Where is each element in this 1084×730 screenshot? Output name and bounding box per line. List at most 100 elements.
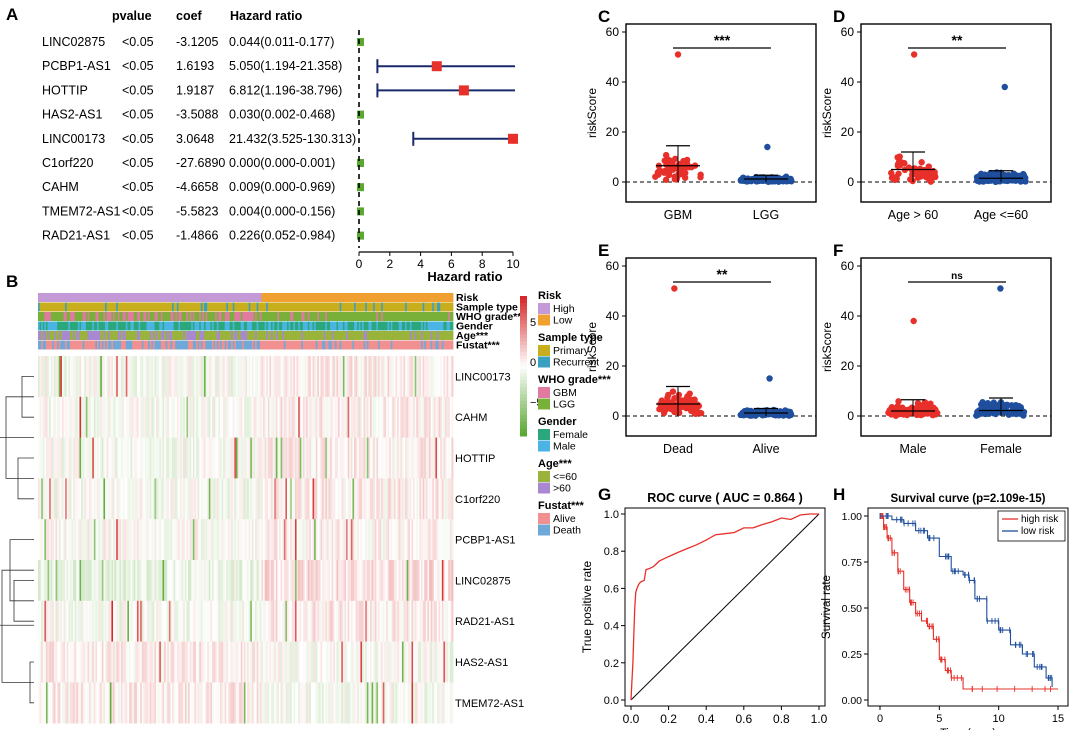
heatmap-cell	[81, 437, 84, 479]
annotation-cell	[389, 340, 392, 350]
heatmap-cell	[414, 437, 417, 479]
heatmap-cell	[117, 519, 120, 561]
scatter-point	[1001, 83, 1008, 91]
heatmap-cell	[400, 356, 403, 398]
heatmap-cell	[330, 560, 333, 602]
heatmap-cell	[334, 478, 337, 520]
heatmap-cell	[398, 396, 401, 438]
annotation-cell	[207, 321, 210, 331]
annotation-cell	[105, 331, 108, 340]
heatmap-cell	[395, 600, 398, 642]
heatmap-cell	[243, 356, 246, 398]
annotation-cell	[384, 321, 387, 331]
heatmap-cell	[379, 600, 382, 642]
annotation-cell	[357, 331, 360, 340]
heatmap-cell	[74, 560, 77, 602]
annotation-cell	[322, 302, 325, 312]
annotation-cell	[181, 340, 184, 350]
heatmap-cell	[173, 437, 176, 479]
annotation-cell	[90, 312, 93, 321]
annotation-cell	[331, 321, 334, 331]
heatmap-cell	[39, 396, 42, 438]
scatter-point	[697, 409, 705, 417]
heatmap-cell	[181, 356, 184, 398]
heatmap-cell	[266, 478, 269, 520]
annotation-cell	[152, 312, 155, 321]
annotation-cell	[320, 293, 323, 302]
heatmap-cell	[162, 682, 165, 724]
annotation-cell	[173, 312, 176, 321]
heatmap-cell	[350, 519, 353, 561]
heatmap-cell	[184, 396, 187, 438]
heatmap-cell	[256, 560, 259, 602]
heatmap-cell	[419, 600, 422, 642]
annotation-cell	[221, 293, 224, 302]
heatmap-cell	[352, 396, 355, 438]
heatmap-cell	[170, 437, 173, 479]
annotation-cell	[188, 302, 191, 312]
heatmap-cell	[57, 396, 60, 438]
heatmap-cell	[282, 641, 285, 683]
heatmap-cell	[409, 600, 412, 642]
heatmap-cell	[170, 560, 173, 602]
annotation-cell	[296, 321, 299, 331]
heatmap-cell	[302, 478, 305, 520]
annotation-cell	[430, 312, 433, 321]
heatmap-cell	[218, 478, 221, 520]
heatmap-cell	[202, 396, 205, 438]
annotation-cell	[140, 312, 143, 321]
annotation-cell	[79, 293, 82, 302]
heatmap-cell	[331, 641, 334, 683]
heatmap-cell	[306, 437, 309, 479]
heatmap-cell	[395, 682, 398, 724]
annotation-cell	[255, 302, 258, 312]
heatmap-cell	[191, 600, 194, 642]
heatmap-cell	[208, 356, 211, 398]
annotation-cell	[151, 340, 154, 350]
annotation-cell	[374, 293, 377, 302]
forest-gene-label: LINC00173	[42, 132, 105, 146]
annotation-cell	[259, 293, 262, 302]
heatmap-cell	[216, 519, 219, 561]
heatmap-cell	[103, 641, 106, 683]
heatmap-cell	[132, 437, 135, 479]
heatmap-cell	[406, 437, 409, 479]
heatmap-cell	[401, 560, 404, 602]
heatmap-cell	[192, 437, 195, 479]
heatmap-cell	[264, 356, 267, 398]
annotation-cell	[363, 331, 366, 340]
annotation-cell	[207, 312, 210, 321]
heatmap-cell	[365, 560, 368, 602]
heatmap-cell	[125, 519, 128, 561]
heatmap-cell	[125, 396, 128, 438]
annotation-cell	[66, 321, 69, 331]
heatmap-cell	[288, 356, 291, 398]
heatmap-cell	[320, 396, 323, 438]
annotation-cell	[186, 340, 189, 350]
annotation-cell	[395, 302, 398, 312]
heatmap-cell	[298, 641, 301, 683]
heatmap-cell	[275, 478, 278, 520]
annotation-cell	[443, 293, 446, 302]
heatmap-cell	[379, 519, 382, 561]
heatmap-cell	[282, 600, 285, 642]
annotation-cell	[71, 293, 74, 302]
annotation-cell	[61, 331, 64, 340]
annotation-cell	[176, 302, 179, 312]
annotation-cell	[414, 302, 417, 312]
heatmap-cell	[159, 478, 162, 520]
annotation-cell	[261, 293, 264, 302]
heatmap-cell	[196, 560, 199, 602]
heatmap-cell	[76, 682, 79, 724]
annotation-cell	[250, 312, 253, 321]
heatmap-cell	[235, 356, 238, 398]
annotation-cell	[433, 321, 436, 331]
heatmap-cell	[258, 437, 261, 479]
heatmap-cell	[338, 356, 341, 398]
annotation-cell	[53, 331, 56, 340]
annotation-cell	[192, 340, 195, 350]
heatmap-cell	[320, 600, 323, 642]
heatmap-cell	[221, 478, 224, 520]
heatmap-cell	[435, 396, 438, 438]
heatmap-cell	[113, 600, 116, 642]
